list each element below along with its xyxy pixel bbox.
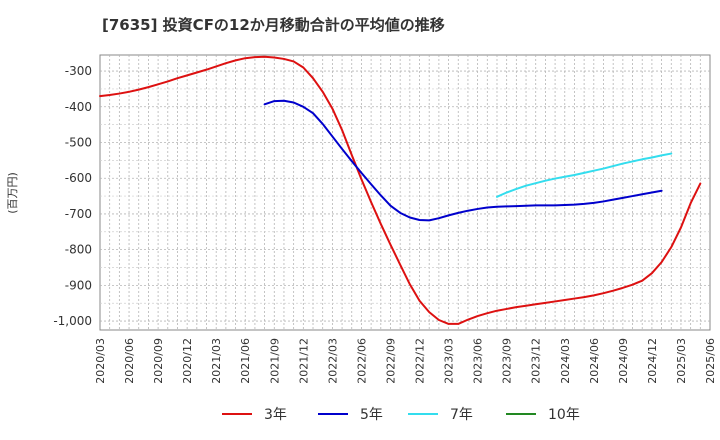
x-tick-label: 2023/06	[472, 338, 485, 384]
x-tick-label: 2023/12	[530, 338, 543, 384]
y-tick-label: -1,000	[53, 314, 92, 328]
y-axis-label: (百万円)	[6, 172, 19, 214]
legend-label: 7年	[450, 407, 473, 423]
y-tick-label: -800	[65, 243, 92, 257]
x-tick-label: 2020/09	[152, 338, 165, 384]
series-line	[263, 99, 663, 222]
y-tick-label: -500	[65, 136, 92, 150]
x-tick-label: 2021/09	[268, 338, 281, 384]
y-tick-label: -300	[65, 64, 92, 78]
x-tick-label: 2022/09	[384, 338, 397, 384]
x-tick-label: 2021/06	[239, 338, 252, 384]
x-tick-label: 2020/12	[181, 338, 194, 384]
series-line	[495, 152, 673, 198]
x-tick-label: 2023/03	[443, 338, 456, 384]
plot-area	[99, 54, 711, 331]
x-tick-label: 2022/12	[414, 338, 427, 384]
chart-title: [7635] 投資CFの12か月移動合計の平均値の推移	[102, 16, 445, 34]
x-tick-label: 2021/03	[210, 338, 223, 384]
legend-label: 5年	[360, 407, 383, 423]
legend: 3年 5年 7年 10年	[222, 407, 580, 423]
y-tick-label: -400	[65, 100, 92, 114]
x-tick-label: 2022/03	[326, 338, 339, 384]
x-tick-label: 2024/12	[646, 338, 659, 384]
x-tick-label: 2025/03	[675, 338, 688, 384]
grid	[99, 54, 711, 331]
x-tick-label: 2024/06	[588, 338, 601, 384]
series-layer	[99, 55, 702, 325]
x-tick-label: 2022/06	[355, 338, 368, 384]
x-tick-label: 2024/03	[559, 338, 572, 384]
legend-label: 10年	[548, 407, 580, 423]
x-tick-label: 2025/06	[704, 338, 717, 384]
axes: -300-400-500-600-700-800-900-1,0002020/0…	[53, 64, 717, 384]
x-tick-label: 2020/03	[94, 338, 107, 384]
y-tick-label: -700	[65, 207, 92, 221]
x-tick-label: 2020/06	[123, 338, 136, 384]
y-tick-label: -600	[65, 171, 92, 185]
x-tick-label: 2023/09	[501, 338, 514, 384]
x-tick-label: 2024/09	[617, 338, 630, 384]
x-tick-label: 2021/12	[297, 338, 310, 384]
series-line	[99, 55, 702, 325]
y-tick-label: -900	[65, 278, 92, 292]
legend-label: 3年	[264, 407, 287, 423]
